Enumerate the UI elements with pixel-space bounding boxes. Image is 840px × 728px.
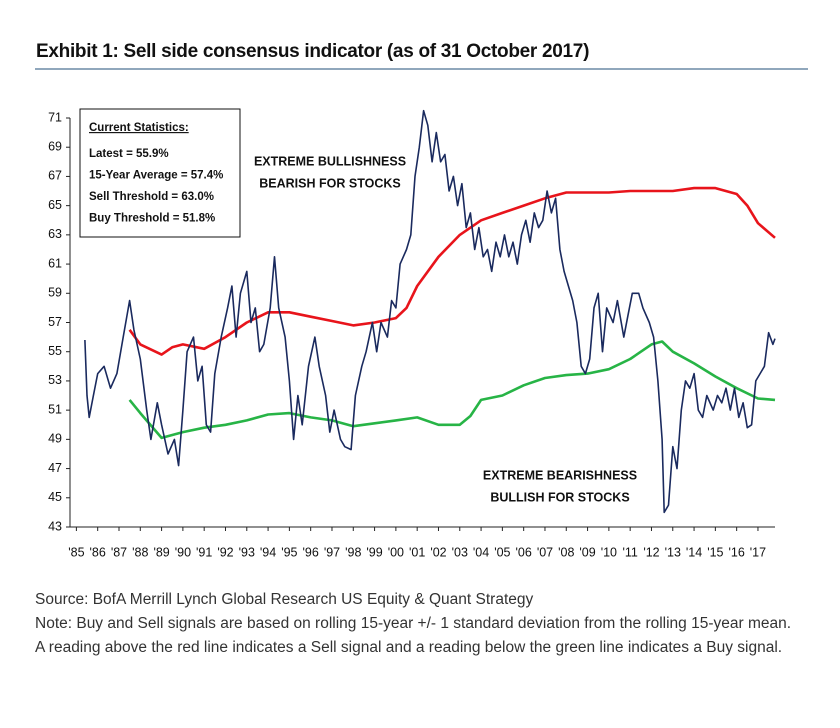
- x-tick-label: '97: [324, 545, 340, 559]
- stats-line: Buy Threshold = 51.8%: [89, 213, 215, 225]
- annotation: BEARISH FOR STOCKS: [259, 176, 400, 190]
- y-tick-label: 43: [48, 519, 62, 533]
- y-tick-label: 71: [48, 110, 62, 124]
- x-tick-label: '92: [217, 545, 233, 559]
- annotation: BULLISH FOR STOCKS: [490, 490, 629, 504]
- chart-title: Exhibit 1: Sell side consensus indicator…: [36, 41, 589, 62]
- source: Source: BofA Merrill Lynch Global Resear…: [35, 591, 534, 608]
- x-tick-label: '10: [601, 545, 617, 559]
- x-tick-label: '88: [132, 545, 148, 559]
- x-tick-label: '05: [494, 545, 510, 559]
- x-tick-label: '04: [473, 545, 489, 559]
- stats-line: 15-Year Average = 57.4%: [89, 170, 223, 182]
- y-tick-label: 53: [48, 373, 62, 387]
- series-line: [128, 186, 776, 356]
- x-tick-label: '94: [260, 545, 276, 559]
- y-tick-label: 45: [48, 490, 62, 504]
- series-line: [128, 340, 776, 440]
- x-tick-label: '93: [239, 545, 255, 559]
- x-tick-label: '96: [303, 545, 319, 559]
- x-tick-label: '91: [196, 545, 212, 559]
- series-line: [84, 109, 776, 514]
- y-tick-label: 47: [48, 461, 62, 475]
- y-tick-label: 63: [48, 227, 62, 241]
- note: Note: Buy and Sell signals are based on …: [35, 615, 792, 656]
- x-tick-label: '89: [153, 545, 169, 559]
- footnotes: Source: BofA Merrill Lynch Global Resear…: [35, 588, 795, 660]
- x-tick-label: '02: [430, 545, 446, 559]
- x-tick-label: '85: [68, 545, 84, 559]
- y-tick-label: 55: [48, 344, 62, 358]
- x-tick-label: '87: [111, 545, 127, 559]
- x-tick-label: '98: [345, 545, 361, 559]
- x-tick-label: '13: [665, 545, 681, 559]
- x-tick-label: '06: [516, 545, 532, 559]
- stats-line: Sell Threshold = 63.0%: [89, 191, 214, 203]
- x-tick-label: '08: [558, 545, 574, 559]
- x-tick-label: '99: [366, 545, 382, 559]
- y-tick-label: 61: [48, 256, 62, 270]
- x-tick-label: '16: [729, 545, 745, 559]
- annotation: EXTREME BULLISHNESS: [254, 154, 406, 168]
- x-tick-label: '15: [707, 545, 723, 559]
- y-tick-label: 51: [48, 402, 62, 416]
- x-tick-label: '09: [579, 545, 595, 559]
- y-tick-label: 59: [48, 286, 62, 300]
- chart: Exhibit 1: Sell side consensus indicator…: [35, 41, 808, 559]
- x-tick-label: '12: [643, 545, 659, 559]
- stats-line: Latest = 55.9%: [89, 148, 169, 160]
- x-tick-label: '14: [686, 545, 702, 559]
- x-tick-label: '07: [537, 545, 553, 559]
- x-tick-label: '11: [622, 545, 637, 559]
- x-tick-label: '90: [175, 545, 191, 559]
- x-tick-label: '95: [281, 545, 297, 559]
- x-tick-label: '17: [750, 545, 766, 559]
- x-tick-label: '01: [409, 545, 425, 559]
- y-tick-label: 67: [48, 169, 62, 183]
- stats-box: [79, 108, 241, 238]
- y-tick-label: 57: [48, 315, 62, 329]
- annotation: EXTREME BEARISHNESS: [483, 468, 637, 482]
- x-tick-label: '00: [388, 545, 404, 559]
- y-tick-label: 69: [48, 140, 62, 154]
- y-tick-label: 49: [48, 432, 62, 446]
- x-tick-label: '86: [90, 545, 106, 559]
- stats-title: Current Statistics:: [89, 122, 189, 134]
- y-tick-label: 65: [48, 198, 62, 212]
- x-tick-label: '03: [452, 545, 468, 559]
